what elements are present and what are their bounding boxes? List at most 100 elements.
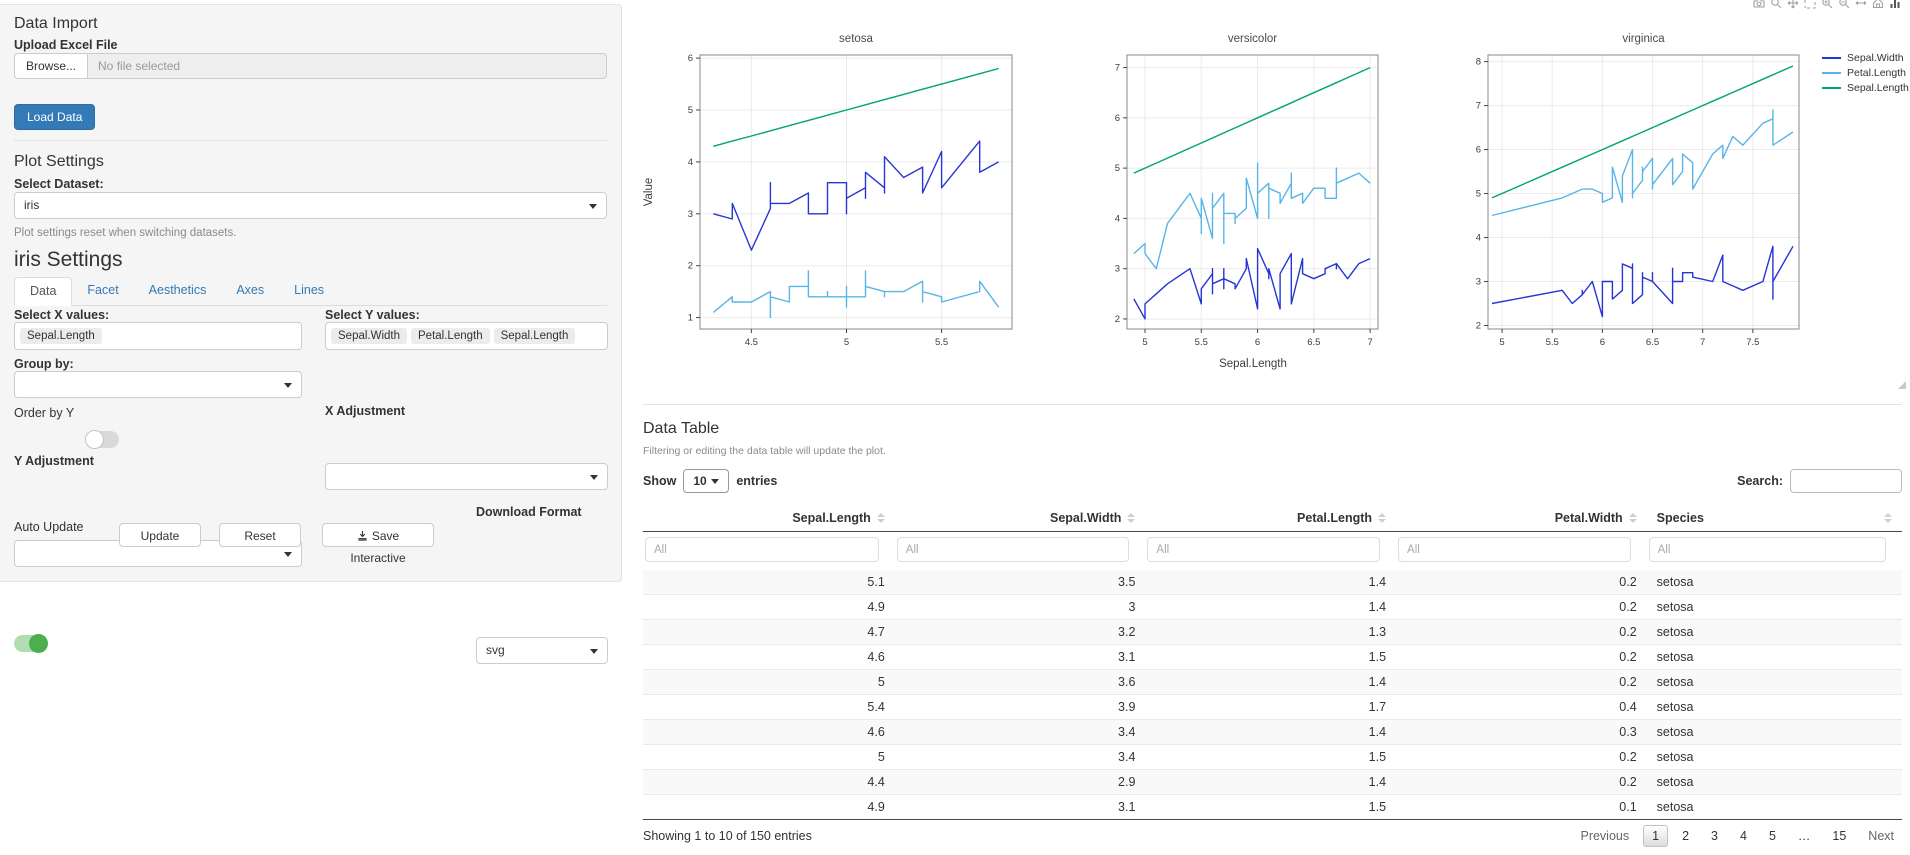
- cell-sepal-length[interactable]: 5: [643, 744, 895, 770]
- cell-species[interactable]: setosa: [1646, 744, 1902, 770]
- plot-resize-handle[interactable]: [1898, 381, 1906, 389]
- cell-petal-width[interactable]: 0.2: [1396, 669, 1647, 695]
- zoom-icon[interactable]: [1767, 0, 1784, 9]
- trace-petal-length[interactable]: [1133, 162, 1371, 270]
- cell-sepal-length[interactable]: 4.7: [643, 619, 895, 645]
- filter-input-sepal-length[interactable]: [645, 537, 879, 562]
- cell-petal-width[interactable]: 0.2: [1396, 594, 1647, 620]
- column-header-petal-length[interactable]: Petal.Length: [1145, 505, 1397, 532]
- y-value-pill[interactable]: Sepal.Width: [331, 328, 408, 344]
- cell-petal-width[interactable]: 0.2: [1396, 570, 1647, 595]
- cell-petal-length[interactable]: 1.5: [1145, 744, 1397, 770]
- next-page-button[interactable]: Next: [1868, 829, 1894, 843]
- cell-species[interactable]: setosa: [1646, 694, 1902, 720]
- cell-sepal-width[interactable]: 3.9: [894, 694, 1146, 720]
- cell-species[interactable]: setosa: [1646, 794, 1902, 820]
- order-by-y-toggle[interactable]: [85, 430, 119, 450]
- trace-sepal-length[interactable]: [1133, 66, 1371, 174]
- filter-input-species[interactable]: [1648, 537, 1886, 562]
- cell-petal-length[interactable]: 1.4: [1145, 669, 1397, 695]
- plotly-logo-icon[interactable]: [1886, 0, 1903, 9]
- cell-petal-length[interactable]: 1.4: [1145, 594, 1397, 620]
- cell-species[interactable]: setosa: [1646, 570, 1902, 595]
- cell-sepal-length[interactable]: 4.6: [643, 719, 895, 745]
- ellipsis[interactable]: …: [1797, 829, 1811, 843]
- cell-sepal-length[interactable]: 4.6: [643, 644, 895, 670]
- group-by-select[interactable]: [14, 371, 302, 398]
- reset-button[interactable]: Reset: [219, 523, 301, 547]
- legend-item-sepal-length[interactable]: Sepal.Length: [1822, 80, 1909, 95]
- legend-item-sepal-width[interactable]: Sepal.Width: [1822, 50, 1909, 65]
- cell-sepal-length[interactable]: 5: [643, 669, 895, 695]
- cell-species[interactable]: setosa: [1646, 594, 1902, 620]
- cell-petal-length[interactable]: 1.5: [1145, 794, 1397, 820]
- cell-sepal-width[interactable]: 2.9: [894, 769, 1146, 795]
- filter-input-petal-length[interactable]: [1147, 537, 1381, 562]
- cell-sepal-length[interactable]: 4.9: [643, 594, 895, 620]
- table-row[interactable]: 5.4 3.9 1.7 0.4 setosa: [643, 694, 1902, 720]
- select-x-input[interactable]: Sepal.Length: [14, 322, 302, 350]
- x-adjustment-select[interactable]: [325, 463, 608, 490]
- load-data-button[interactable]: Load Data: [14, 104, 96, 130]
- y-value-pill[interactable]: Sepal.Length: [493, 328, 576, 344]
- table-row[interactable]: 4.6 3.4 1.4 0.3 setosa: [643, 719, 1902, 745]
- box-select-icon[interactable]: [1801, 0, 1818, 9]
- table-row[interactable]: 4.9 3.1 1.5 0.1 setosa: [643, 794, 1902, 820]
- cell-petal-length[interactable]: 1.4: [1145, 719, 1397, 745]
- trace-sepal-length[interactable]: [1491, 65, 1794, 199]
- trace-sepal-width[interactable]: [1133, 247, 1371, 320]
- auto-update-toggle[interactable]: [14, 634, 48, 654]
- table-row[interactable]: 4.7 3.2 1.3 0.2 setosa: [643, 619, 1902, 645]
- cell-sepal-length[interactable]: 5.1: [643, 570, 895, 595]
- legend-item-petal-length[interactable]: Petal.Length: [1822, 65, 1909, 80]
- cell-sepal-width[interactable]: 3.1: [894, 644, 1146, 670]
- cell-sepal-width[interactable]: 3.5: [894, 570, 1146, 595]
- cell-sepal-length[interactable]: 4.4: [643, 769, 895, 795]
- browse-button[interactable]: Browse...: [14, 53, 89, 79]
- cell-species[interactable]: setosa: [1646, 619, 1902, 645]
- tab-aesthetics[interactable]: Aesthetics: [148, 283, 207, 297]
- cell-petal-width[interactable]: 0.2: [1396, 619, 1647, 645]
- tab-facet[interactable]: Facet: [87, 283, 119, 297]
- cell-sepal-width[interactable]: 3.6: [894, 669, 1146, 695]
- cell-sepal-width[interactable]: 3.1: [894, 794, 1146, 820]
- download-format-select[interactable]: svg: [476, 637, 608, 664]
- cell-petal-width[interactable]: 0.2: [1396, 744, 1647, 770]
- trace-petal-length[interactable]: [1491, 109, 1794, 217]
- reset-axes-icon[interactable]: [1869, 0, 1886, 9]
- cell-sepal-width[interactable]: 3: [894, 594, 1146, 620]
- update-button[interactable]: Update: [119, 523, 201, 547]
- table-row[interactable]: 5 3.6 1.4 0.2 setosa: [643, 669, 1902, 695]
- previous-page-button[interactable]: Previous: [1580, 829, 1630, 843]
- cell-petal-length[interactable]: 1.5: [1145, 644, 1397, 670]
- cell-petal-length[interactable]: 1.4: [1145, 570, 1397, 595]
- pan-icon[interactable]: [1784, 0, 1801, 9]
- column-header-sepal-length[interactable]: Sepal.Length: [643, 505, 895, 532]
- cell-sepal-length[interactable]: 5.4: [643, 694, 895, 720]
- zoom-in-icon[interactable]: [1818, 0, 1835, 9]
- column-header-sepal-width[interactable]: Sepal.Width: [894, 505, 1146, 532]
- trace-sepal-width[interactable]: [1491, 245, 1794, 318]
- filter-input-sepal-width[interactable]: [896, 537, 1130, 562]
- page-length-select[interactable]: 10: [683, 469, 730, 493]
- page-button-1[interactable]: 1: [1643, 825, 1669, 847]
- zoom-out-icon[interactable]: [1835, 0, 1852, 9]
- table-row[interactable]: 4.4 2.9 1.4 0.2 setosa: [643, 769, 1902, 795]
- table-row[interactable]: 4.6 3.1 1.5 0.2 setosa: [643, 644, 1902, 670]
- cell-petal-width[interactable]: 0.1: [1396, 794, 1647, 820]
- x-value-pill[interactable]: Sepal.Length: [20, 328, 102, 344]
- table-row[interactable]: 5.1 3.5 1.4 0.2 setosa: [643, 570, 1902, 595]
- page-button-15[interactable]: 15: [1832, 829, 1847, 843]
- cell-petal-length[interactable]: 1.4: [1145, 769, 1397, 795]
- y-value-pill[interactable]: Petal.Length: [411, 328, 490, 344]
- tab-lines[interactable]: Lines: [294, 283, 325, 297]
- table-row[interactable]: 4.9 3 1.4 0.2 setosa: [643, 594, 1902, 620]
- cell-species[interactable]: setosa: [1646, 769, 1902, 795]
- page-button-4[interactable]: 4: [1739, 829, 1747, 843]
- cell-species[interactable]: setosa: [1646, 669, 1902, 695]
- page-button-3[interactable]: 3: [1711, 829, 1718, 843]
- cell-petal-width[interactable]: 0.2: [1396, 769, 1647, 795]
- column-header-species[interactable]: Species: [1646, 505, 1902, 532]
- dataset-select[interactable]: iris: [14, 192, 607, 219]
- cell-petal-length[interactable]: 1.3: [1145, 619, 1397, 645]
